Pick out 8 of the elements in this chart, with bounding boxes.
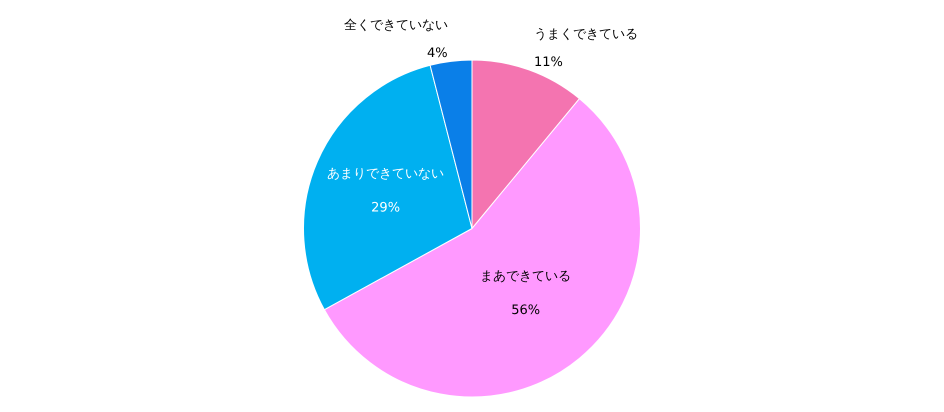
data-label: 4%	[427, 46, 448, 61]
data-label: 56%	[511, 302, 540, 318]
slice-label: 全くできていない	[344, 18, 448, 33]
slice-label: あまりできていない	[327, 166, 444, 182]
slice-label: うまくできている	[534, 27, 638, 42]
data-label: 29%	[371, 200, 400, 216]
slice-label: まあできている	[480, 269, 572, 284]
data-label: 11%	[534, 55, 563, 70]
